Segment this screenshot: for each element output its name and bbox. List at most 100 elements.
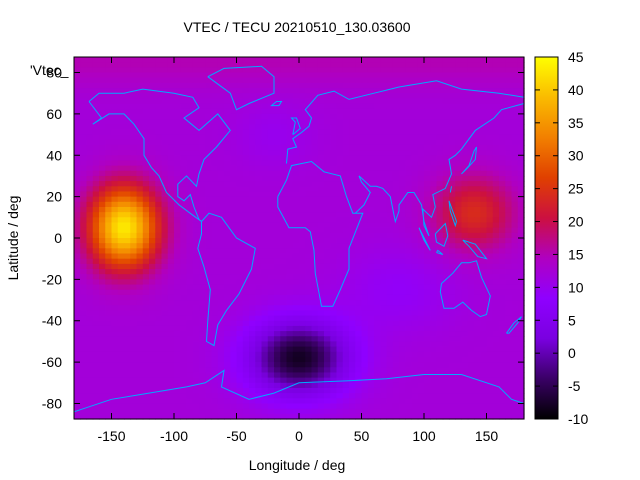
heatmap-cell <box>411 310 419 317</box>
heatmap-cell <box>505 263 513 270</box>
heatmap-cell <box>80 382 88 389</box>
heatmap-cell <box>486 170 494 177</box>
heatmap-cell <box>467 150 475 156</box>
heatmap-cell <box>467 284 475 291</box>
heatmap-cell <box>74 362 81 368</box>
heatmap-cell <box>367 248 375 255</box>
heatmap-cell <box>324 232 331 239</box>
heatmap-cell <box>236 362 244 368</box>
heatmap-cell <box>80 160 88 167</box>
heatmap-cell <box>342 284 350 291</box>
heatmap-cell <box>167 82 175 89</box>
heatmap-cell <box>486 186 494 193</box>
heatmap-cell <box>517 98 525 105</box>
heatmap-cell <box>317 243 325 249</box>
heatmap-cell <box>430 372 438 379</box>
heatmap-cell <box>467 346 475 353</box>
heatmap-cell <box>205 243 213 249</box>
heatmap-cell <box>405 253 413 260</box>
heatmap-cell <box>149 367 156 374</box>
heatmap-cell <box>417 382 425 389</box>
heatmap-cell <box>236 346 244 353</box>
heatmap-cell <box>211 186 219 193</box>
heatmap-cell <box>330 227 338 234</box>
heatmap-cell <box>280 119 288 125</box>
heatmap-cell <box>199 129 206 136</box>
heatmap-cell <box>142 103 150 110</box>
heatmap-cell <box>505 72 513 79</box>
heatmap-cell <box>199 346 206 353</box>
heatmap-cell <box>517 82 525 89</box>
heatmap-cell <box>461 320 469 327</box>
heatmap-cell <box>224 238 231 244</box>
heatmap-cell <box>117 113 125 120</box>
heatmap-cell <box>361 72 369 79</box>
heatmap-cell <box>180 367 188 374</box>
heatmap-cell <box>192 191 200 198</box>
heatmap-cell <box>130 263 138 270</box>
heatmap-cell <box>411 160 419 167</box>
heatmap-cell <box>167 253 175 260</box>
heatmap-cell <box>467 263 475 270</box>
heatmap-cell <box>261 320 269 327</box>
heatmap-cell <box>136 331 144 337</box>
heatmap-cell <box>136 367 144 374</box>
heatmap-cell <box>505 150 513 156</box>
heatmap-cell <box>230 367 238 374</box>
heatmap-cell <box>392 274 400 280</box>
heatmap-cell <box>511 300 519 306</box>
heatmap-cell <box>405 263 413 270</box>
heatmap-cell <box>86 289 94 296</box>
heatmap-cell <box>180 124 188 130</box>
heatmap-cell <box>299 206 306 213</box>
heatmap-cell <box>461 341 469 348</box>
heatmap-cell <box>511 305 519 311</box>
heatmap-cell <box>299 382 306 389</box>
heatmap-cell <box>474 294 481 301</box>
heatmap-cell <box>261 305 269 311</box>
heatmap-cell <box>105 160 113 167</box>
heatmap-cell <box>399 315 406 322</box>
heatmap-cell <box>280 186 288 193</box>
heatmap-cell <box>399 367 406 374</box>
heatmap-cell <box>405 315 413 322</box>
heatmap-cell <box>299 341 306 348</box>
heatmap-cell <box>155 212 163 218</box>
heatmap-cell <box>74 227 81 234</box>
heatmap-cell <box>361 279 369 286</box>
heatmap-cell <box>199 315 206 322</box>
heatmap-cell <box>486 367 494 374</box>
heatmap-cell <box>130 93 138 99</box>
heatmap-cell <box>436 227 444 234</box>
heatmap-cell <box>305 356 313 363</box>
heatmap-cell <box>105 315 113 322</box>
heatmap-cell <box>230 62 238 68</box>
heatmap-cell <box>261 351 269 358</box>
heatmap-cell <box>461 227 469 234</box>
heatmap-cell <box>411 113 419 120</box>
heatmap-cell <box>92 372 100 379</box>
heatmap-cell <box>499 108 506 115</box>
heatmap-cell <box>255 279 263 286</box>
heatmap-cell <box>361 300 369 306</box>
heatmap-cell <box>330 217 338 224</box>
heatmap-cell <box>461 362 469 368</box>
heatmap-cell <box>161 175 169 182</box>
heatmap-cell <box>324 186 331 193</box>
heatmap-cell <box>299 124 306 130</box>
heatmap-cell <box>324 103 331 110</box>
heatmap-cell <box>155 150 163 156</box>
heatmap-cell <box>492 93 500 99</box>
heatmap-cell <box>155 217 163 224</box>
heatmap-cell <box>142 201 150 208</box>
heatmap-cell <box>424 103 431 110</box>
heatmap-cell <box>305 382 313 389</box>
heatmap-cell <box>130 367 138 374</box>
heatmap-cell <box>492 155 500 162</box>
heatmap-cell <box>399 356 406 363</box>
heatmap-cell <box>230 57 238 63</box>
heatmap-cell <box>136 103 144 110</box>
heatmap-cell <box>186 57 194 63</box>
heatmap-cell <box>436 346 444 353</box>
heatmap-cell <box>211 320 219 327</box>
